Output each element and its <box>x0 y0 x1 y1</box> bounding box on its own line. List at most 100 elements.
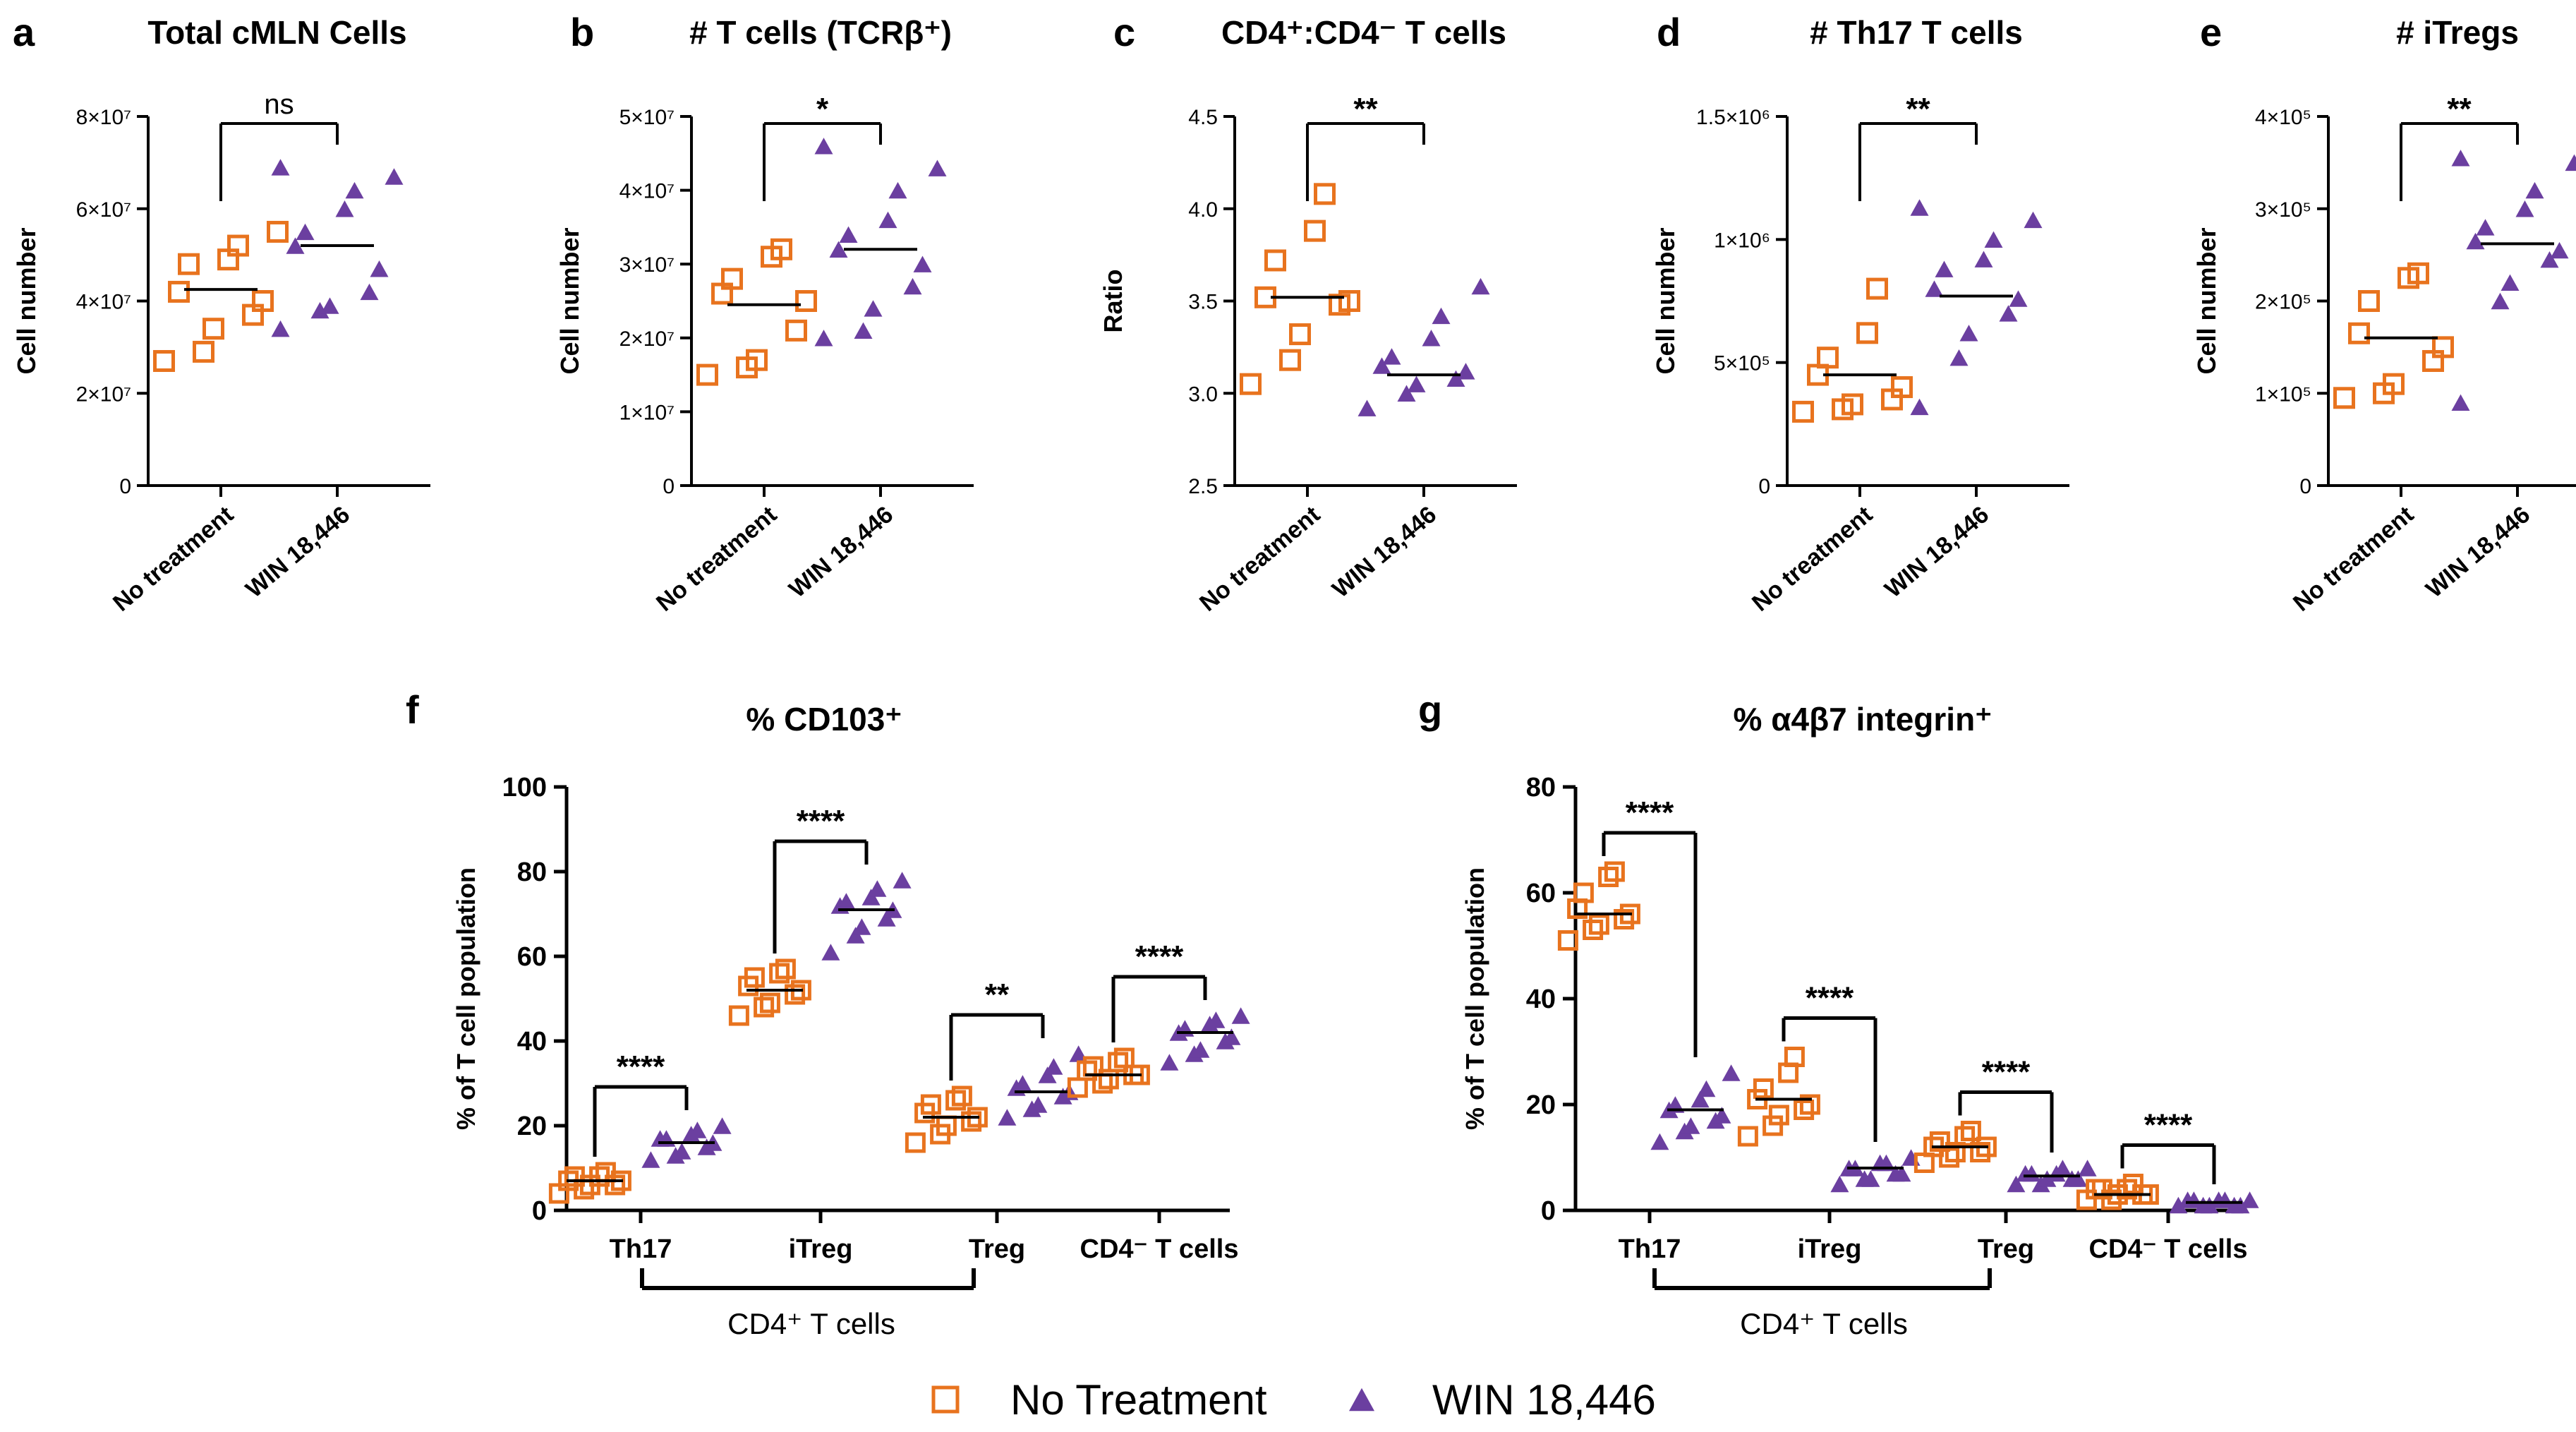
data-point-no-treatment <box>1866 277 1888 300</box>
data-point-win <box>2024 211 2043 229</box>
data-point-win <box>998 1109 1017 1126</box>
data-point-win <box>2184 1191 2203 1208</box>
panel-e: e # iTregs Cell number 0 1×10⁵ 2×10⁵ 3×10⁵ 4×10… <box>2192 10 2576 617</box>
data-point-no-treatment <box>945 1090 967 1111</box>
x-tick-label: No treatment <box>2288 501 2419 617</box>
data-point-win <box>641 1151 660 1168</box>
data-point-win <box>2215 1191 2235 1208</box>
y-tick-label: 5×10⁵ <box>1714 352 1770 375</box>
y-tick-label: 3.5 <box>1188 291 1218 314</box>
data-point-no-treatment <box>785 319 807 342</box>
data-point-win <box>1446 370 1465 387</box>
data-point-win <box>1407 375 1426 392</box>
data-point-win <box>2476 219 2495 236</box>
y-axis-label: Cell number <box>1651 227 1680 374</box>
y-tick-label: 20 <box>517 1112 547 1141</box>
data-point-win <box>1681 1117 1700 1134</box>
data-point-no-treatment <box>2348 322 2370 344</box>
data-point-win <box>888 181 907 199</box>
data-point-win <box>814 138 833 155</box>
significance-label: **** <box>797 804 845 838</box>
data-point-win <box>1910 199 1929 216</box>
significance-label: * <box>816 92 829 126</box>
data-point-win <box>2550 241 2569 259</box>
data-point-win <box>713 1117 732 1134</box>
data-point-win <box>271 320 290 337</box>
data-point-win <box>861 889 881 905</box>
y-tick-label: 0 <box>663 475 675 498</box>
data-point-no-treatment <box>2117 1179 2138 1200</box>
data-point-win <box>2169 1196 2188 1214</box>
data-point-win <box>1935 260 1954 277</box>
data-point-no-treatment <box>696 363 718 386</box>
y-tick-label: 0 <box>2299 475 2311 498</box>
y-tick-label: 0 <box>1758 475 1770 498</box>
data-point-win <box>2007 1175 2026 1193</box>
y-tick-label: 0 <box>532 1196 547 1226</box>
data-point-win <box>903 277 922 295</box>
data-point-win <box>839 226 858 243</box>
x-tick-label: Th17 <box>1619 1234 1681 1264</box>
data-point-no-treatment <box>267 220 289 243</box>
data-point-win <box>2078 1160 2097 1177</box>
data-point-win <box>360 283 379 301</box>
data-point-win <box>1231 1007 1250 1024</box>
data-point-no-treatment <box>1784 1047 1805 1067</box>
x-tick-label: Th17 <box>610 1234 672 1264</box>
data-point-win <box>854 322 873 339</box>
data-point-no-treatment <box>1304 219 1326 242</box>
data-point-win <box>1372 357 1391 374</box>
data-point-win <box>1697 1080 1716 1097</box>
data-point-win <box>2466 232 2485 250</box>
panel-d: d # Th17 T cells Cell number 0 5×10⁵ 1×10⁶ 1.5… <box>1651 10 2069 617</box>
data-point-win <box>1160 1054 1179 1071</box>
data-point-no-treatment <box>775 958 796 980</box>
y-tick-label: 60 <box>1526 879 1556 908</box>
data-point-no-treatment <box>1842 393 1863 416</box>
data-point-no-treatment <box>1614 909 1635 929</box>
significance-label: ** <box>1353 92 1378 126</box>
data-point-no-treatment <box>1604 861 1625 882</box>
data-point-no-treatment <box>920 1094 941 1115</box>
x-tick-label: WIN 18,446 <box>241 501 355 603</box>
data-point-win <box>2491 292 2510 310</box>
data-point-win <box>2451 150 2470 167</box>
legend-marker-no-treatment <box>931 1385 960 1414</box>
data-point-no-treatment <box>1891 376 1913 399</box>
data-point-no-treatment <box>1289 323 1311 346</box>
data-point-win <box>2069 1170 2088 1187</box>
data-point-win <box>814 330 833 347</box>
data-point-win <box>2200 1196 2219 1214</box>
panel-title: # Th17 T cells <box>1810 14 2023 51</box>
data-point-no-treatment <box>193 340 214 363</box>
data-point-no-treatment <box>2432 336 2454 359</box>
data-point-win <box>1984 231 2003 248</box>
x-tick-label: WIN 18,446 <box>784 501 898 603</box>
data-point-win <box>1949 349 1969 366</box>
data-point-no-treatment <box>1077 1060 1098 1081</box>
y-tick-label: 80 <box>1526 773 1556 802</box>
data-point-win <box>310 301 329 319</box>
data-point-win <box>345 181 364 199</box>
data-point-win <box>1357 399 1377 416</box>
data-point-no-treatment <box>1799 1094 1820 1115</box>
data-point-win <box>1925 280 1944 297</box>
y-axis-label: % of T cell population <box>1461 867 1489 1130</box>
data-point-no-treatment <box>770 238 792 260</box>
data-point-win <box>1830 1175 1849 1193</box>
y-tick-label: 4.5 <box>1188 106 1218 129</box>
y-tick-label: 3×10⁵ <box>2255 198 2311 222</box>
data-point-win <box>829 241 848 258</box>
data-point-no-treatment <box>589 1166 610 1187</box>
panel-letter: g <box>1418 687 1442 732</box>
data-point-win <box>1471 277 1490 295</box>
data-point-win <box>370 260 389 277</box>
data-point-win <box>928 160 947 176</box>
y-tick-label: 1×10⁵ <box>2255 383 2311 406</box>
y-axis-label: Cell number <box>2192 227 2221 374</box>
data-point-win <box>1974 251 1993 267</box>
significance-label: **** <box>2144 1108 2193 1143</box>
y-tick-label: 2×10⁷ <box>619 327 675 351</box>
data-point-no-treatment <box>1753 1078 1774 1099</box>
y-axis-label: Cell number <box>555 227 584 374</box>
